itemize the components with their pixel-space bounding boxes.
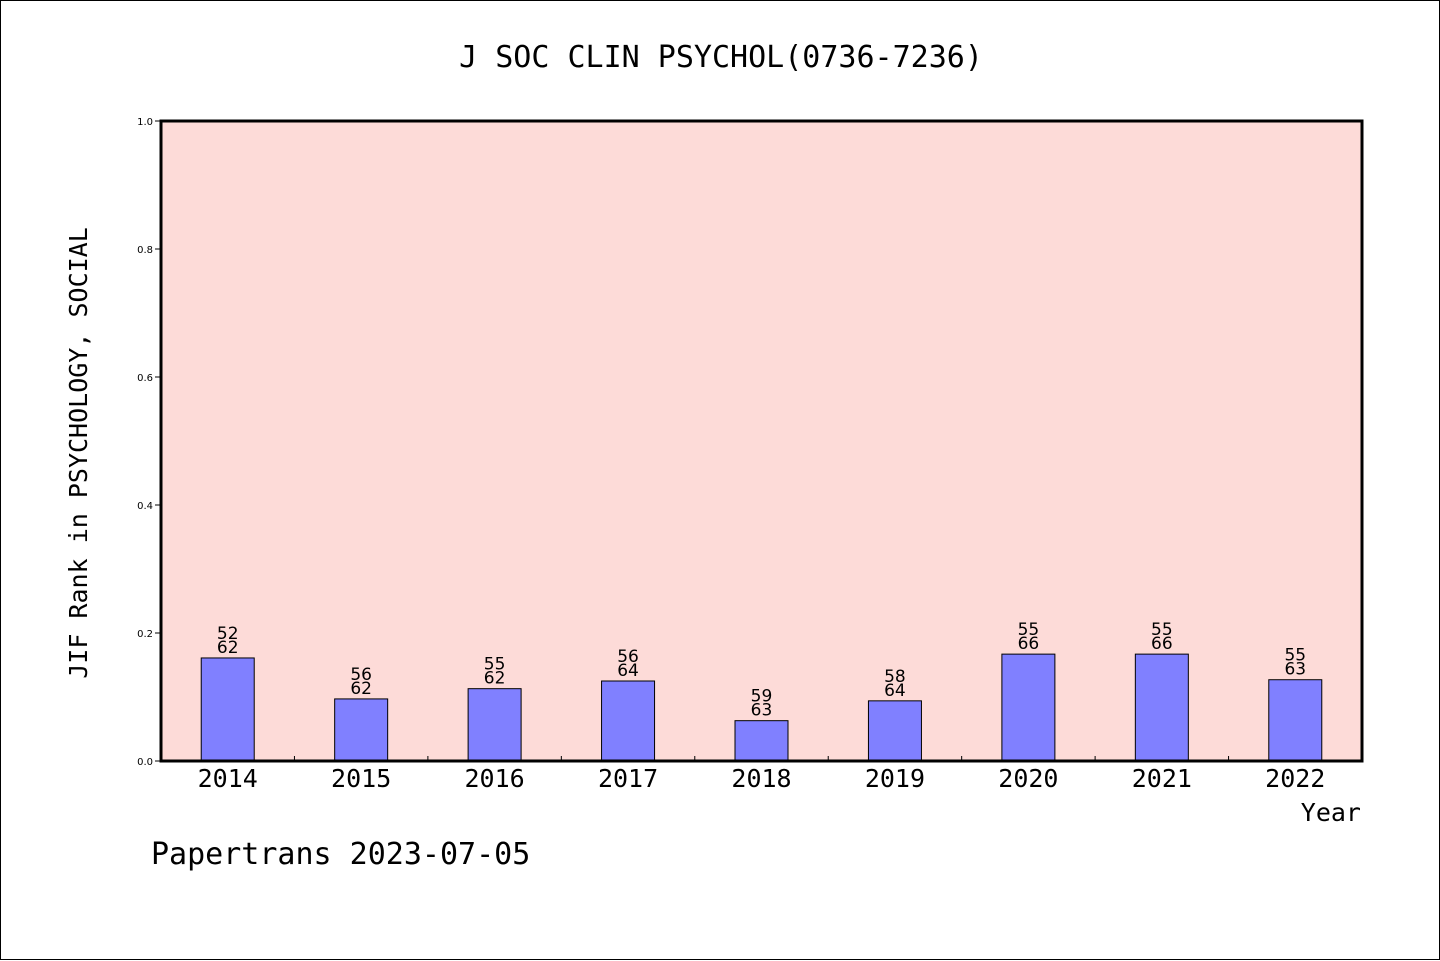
x-tick-label: 2019 (865, 764, 925, 793)
x-tick-label: 2020 (998, 764, 1058, 793)
x-tick-label: 2021 (1132, 764, 1192, 793)
bar-total-label: 63 (1284, 660, 1306, 680)
bar-rank-label: 55 (1018, 620, 1040, 640)
x-tick-label: 2018 (731, 764, 791, 793)
bar-total-label: 62 (350, 679, 372, 699)
y-tick-label: 0.6 (137, 373, 153, 384)
plot-border (159, 119, 1364, 763)
bar-rank-label: 55 (1284, 646, 1306, 666)
x-tick-label: 2017 (598, 764, 658, 793)
x-tick-label: 2022 (1265, 764, 1325, 793)
bar (467, 688, 522, 762)
bar-total-label: 62 (217, 638, 239, 658)
y-tick-label: 0.4 (137, 501, 153, 512)
footer-watermark: Papertrans 2023-07-05 (151, 837, 530, 872)
bar (1134, 653, 1189, 762)
bar-total-label: 64 (617, 661, 639, 681)
bar-rank-label: 59 (751, 687, 773, 707)
x-tick-label: 2014 (198, 764, 258, 793)
bar-rank-label: 56 (350, 665, 372, 685)
y-axis-label: JIF Rank in PSYCHOLOGY, SOCIAL (64, 227, 93, 679)
bar (1001, 653, 1056, 762)
bar (734, 720, 789, 762)
bar-total-label: 66 (1151, 634, 1173, 654)
bar-rank-label: 58 (884, 667, 906, 687)
bar-rank-label: 52 (217, 624, 239, 644)
x-tick-label: 2015 (331, 764, 391, 793)
y-tick-label: 0.0 (137, 757, 153, 768)
bar (334, 698, 389, 762)
y-tick-label: 0.2 (137, 629, 153, 640)
bar-rank-label: 55 (484, 655, 506, 675)
bar-total-label: 64 (884, 681, 906, 701)
bar-rank-label: 56 (617, 647, 639, 667)
x-axis: 2014 2015 2016 2017 2018 2019 2020 2021 2022 (198, 756, 1325, 793)
y-tick-label: 0.8 (137, 245, 153, 256)
bar-total-label: 66 (1018, 634, 1040, 654)
chart-title: J SOC CLIN PSYCHOL(0736-7236) (459, 40, 983, 75)
x-tick-label: 2016 (465, 764, 525, 793)
bar-total-label: 63 (751, 701, 773, 721)
bar (867, 700, 922, 762)
y-axis: 0.0 0.2 0.4 0.6 0.8 1.0 (137, 117, 161, 768)
bar-rank-label: 55 (1151, 620, 1173, 640)
y-tick-label: 1.0 (137, 117, 153, 128)
bar (1268, 679, 1323, 762)
bar (601, 680, 656, 762)
x-axis-label: Year (1301, 798, 1361, 827)
bar (200, 657, 255, 762)
bar-total-label: 62 (484, 669, 506, 689)
